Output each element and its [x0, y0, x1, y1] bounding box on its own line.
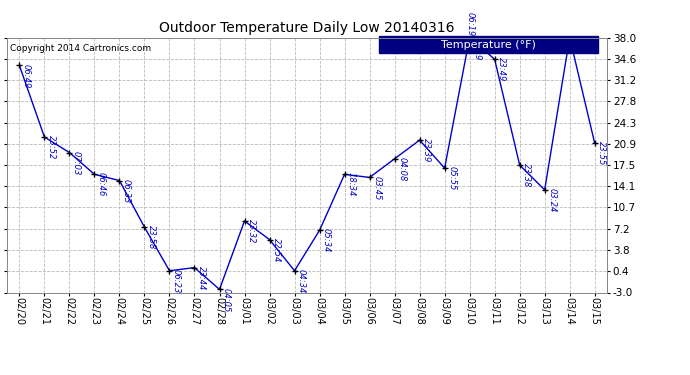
Text: 18:34: 18:34	[347, 172, 356, 197]
Text: Temperature (°F): Temperature (°F)	[441, 39, 536, 50]
Text: 06:46: 06:46	[97, 172, 106, 197]
Text: 06:49: 06:49	[22, 64, 31, 88]
Text: 05:34: 05:34	[322, 228, 331, 253]
Text: 23:38: 23:38	[522, 163, 531, 188]
Text: 07:03: 07:03	[72, 151, 81, 175]
Text: 06:23: 06:23	[172, 269, 181, 293]
Text: 23:52: 23:52	[47, 135, 56, 159]
Text: 04:34: 04:34	[297, 269, 306, 293]
Text: 03:45: 03:45	[372, 176, 381, 200]
Text: 23:55: 23:55	[598, 141, 607, 166]
Text: 23:32: 23:32	[247, 219, 256, 243]
Text: 06:19: 06:19	[466, 12, 475, 36]
Text: 22:54: 22:54	[272, 238, 281, 262]
Text: 03:24: 03:24	[547, 188, 556, 212]
Text: 04:05: 04:05	[222, 288, 231, 312]
Text: 23:49: 23:49	[497, 57, 506, 82]
Text: 23:44: 23:44	[197, 266, 206, 290]
FancyBboxPatch shape	[379, 36, 598, 53]
Title: Outdoor Temperature Daily Low 20140316: Outdoor Temperature Daily Low 20140316	[159, 21, 455, 35]
Text: 04:08: 04:08	[397, 157, 406, 181]
Text: 06:33: 06:33	[122, 178, 131, 203]
Text: 23:39: 23:39	[422, 138, 431, 163]
Text: 23:58: 23:58	[147, 225, 156, 250]
Text: 05:55: 05:55	[447, 166, 456, 190]
Text: 06:19: 06:19	[472, 36, 481, 60]
Text: Copyright 2014 Cartronics.com: Copyright 2014 Cartronics.com	[10, 44, 151, 53]
